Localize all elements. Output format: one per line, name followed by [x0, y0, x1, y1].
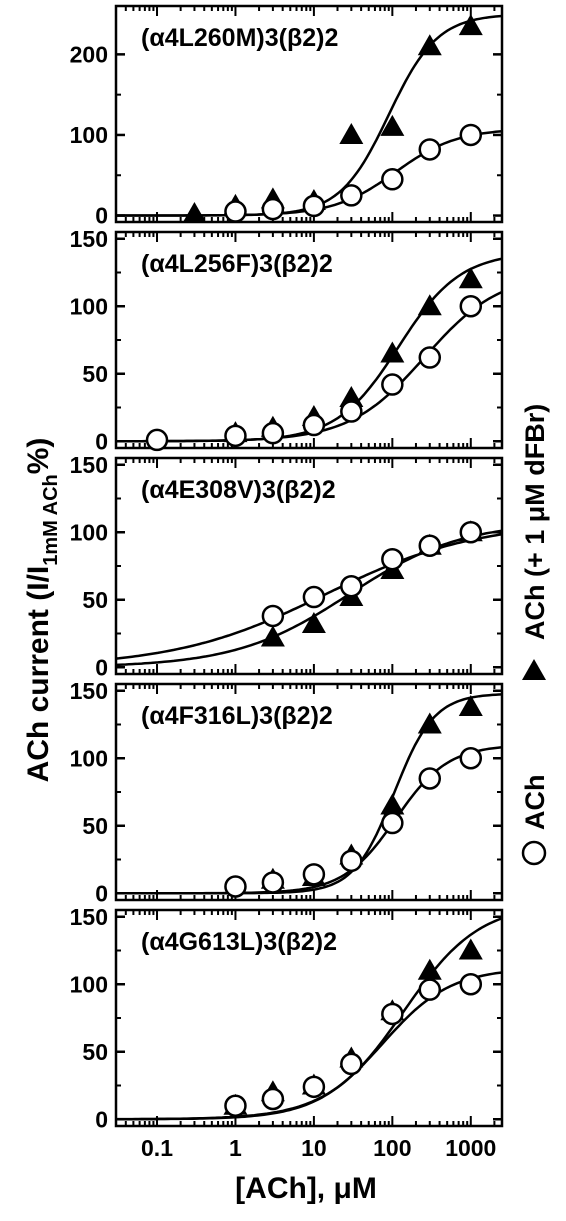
y-tick-label: 50 — [82, 587, 108, 613]
data-point-triangle — [380, 114, 405, 136]
data-point-triangle — [339, 122, 364, 144]
data-point-triangle — [458, 694, 483, 716]
data-point-circle — [381, 168, 404, 191]
y-tick-label: 150 — [70, 904, 108, 930]
data-point-circle — [224, 424, 247, 448]
data-point-triangle — [458, 14, 483, 36]
y-axis-title: ACh current (I/I1mM ACh%) — [22, 438, 62, 783]
x-tick-label: 0.1 — [141, 1135, 173, 1161]
y-tick-label: 100 — [70, 745, 108, 771]
legend-circle-marker — [521, 840, 547, 866]
x-axis-title: [ACh], μM — [235, 1172, 377, 1205]
y-tick-label: 150 — [70, 226, 108, 252]
data-point-triangle — [417, 294, 442, 316]
legend-triangle-marker — [522, 659, 546, 680]
y-tick-label: 50 — [82, 361, 108, 387]
panel-4: (α4F316L)3(β2)2 0 50 100 150 — [70, 678, 504, 906]
data-point-circle — [381, 1002, 404, 1026]
data-point-circle — [459, 123, 483, 147]
x-tick-label: 1 — [229, 1135, 242, 1161]
data-point-circle — [261, 1087, 285, 1111]
data-point-triangle — [182, 201, 207, 223]
panel-5: (α4G613L)3(β2)2 0 50 100 150 0.1 1 10 100 1000 — [70, 904, 504, 1161]
data-point-circle — [261, 604, 285, 628]
x-tick-label: 1000 — [445, 1135, 496, 1161]
data-point-triangle — [458, 938, 483, 960]
data-point-circle — [418, 346, 442, 369]
data-point-circle — [224, 1094, 247, 1117]
x-tick-label: 100 — [373, 1135, 411, 1161]
data-point-circle — [459, 295, 483, 318]
data-point-circle — [224, 200, 247, 223]
legend-triangle-label: ACh (+ 1 μM dFBr) — [520, 404, 550, 640]
data-point-circle — [418, 534, 442, 557]
data-point-circle — [261, 871, 285, 894]
data-point-circle — [302, 863, 326, 886]
data-point-circle — [459, 973, 483, 996]
data-point-circle — [418, 978, 442, 1001]
data-point-circle — [302, 413, 326, 437]
y-tick-label: 0 — [95, 428, 108, 454]
x-tick-label: 10 — [301, 1135, 327, 1161]
data-point-circle — [340, 184, 363, 207]
y-tick-label: 100 — [70, 519, 108, 545]
data-point-circle — [381, 373, 404, 396]
fit-curve — [116, 746, 503, 895]
y-tick-label: 50 — [82, 1039, 108, 1065]
panel-title: (α4E308V)3(β2)2 — [141, 476, 336, 504]
data-point-circle — [381, 811, 404, 835]
data-point-triangle — [380, 793, 405, 815]
y-tick-label: 100 — [70, 971, 108, 997]
y-tick-label: 100 — [70, 293, 108, 319]
data-point-triangle — [458, 267, 483, 289]
data-point-circle — [340, 849, 363, 873]
panel-frame — [114, 4, 504, 224]
data-point-circle — [302, 194, 326, 218]
panel-2: (α4L256F)3(β2)2 0 50 100 150 — [70, 226, 504, 454]
data-point-circle — [302, 1075, 326, 1099]
y-tick-label: 150 — [70, 452, 108, 478]
data-point-circle — [145, 428, 169, 452]
data-point-circle — [302, 585, 326, 609]
y-tick-label: 0 — [95, 203, 108, 229]
data-point-triangle — [417, 958, 442, 980]
data-point-circle — [340, 1052, 363, 1076]
data-point-circle — [261, 421, 285, 445]
data-point-triangle — [260, 625, 285, 647]
panel-title: (α4F316L)3(β2)2 — [141, 702, 333, 730]
legend: ACh (+ 1 μM dFBr) ACh — [520, 404, 550, 866]
data-point-triangle — [301, 612, 326, 634]
data-point-circle — [459, 747, 483, 770]
panel-3: (α4E308V)3(β2)2 0 50 100 150 — [70, 452, 504, 680]
y-tick-label: 150 — [70, 678, 108, 704]
data-point-circle — [381, 548, 404, 571]
panels-group: (α4L260M)3(β2)20100200(α4L256F)3(β2)2050… — [70, 4, 504, 1161]
data-point-circle — [418, 767, 442, 790]
data-point-triangle — [417, 712, 442, 734]
y-tick-label: 0 — [95, 654, 108, 680]
panel-1: (α4L260M)3(β2)2 0 100 200 — [70, 4, 504, 229]
data-point-circle — [340, 400, 363, 423]
y-tick-label: 0 — [95, 1106, 108, 1132]
data-point-triangle — [380, 341, 405, 363]
data-point-circle — [261, 197, 285, 221]
panel-title: (α4L256F)3(β2)2 — [141, 250, 333, 278]
y-tick-label: 50 — [82, 813, 108, 839]
data-point-circle — [418, 138, 442, 161]
data-point-circle — [224, 875, 247, 898]
legend-circle-label: ACh — [520, 775, 550, 831]
fit-curve — [116, 971, 503, 1121]
data-point-triangle — [417, 34, 442, 56]
panel-title: (α4L260M)3(β2)2 — [141, 24, 338, 52]
data-point-circle — [459, 521, 483, 544]
data-point-circle — [340, 575, 363, 598]
panel-title: (α4G613L)3(β2)2 — [141, 928, 337, 956]
y-tick-label: 200 — [70, 41, 108, 67]
data-point-triangle — [339, 386, 364, 408]
y-tick-label: 100 — [70, 122, 108, 148]
y-tick-label: 0 — [95, 880, 108, 906]
